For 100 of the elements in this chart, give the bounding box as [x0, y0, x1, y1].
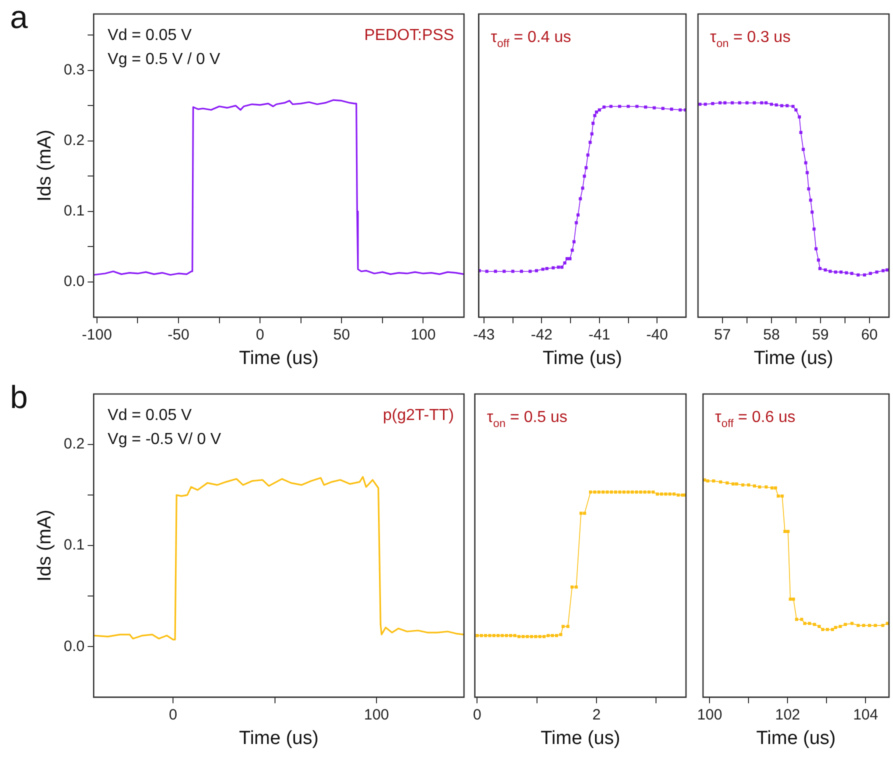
point [774, 486, 778, 490]
point [563, 261, 566, 264]
x-axis-title: Time (us) [540, 728, 620, 749]
point [504, 634, 508, 638]
point [881, 624, 884, 627]
point [502, 270, 506, 273]
point [597, 490, 600, 494]
text: p(g2T-TT) [382, 407, 454, 424]
point [792, 598, 796, 601]
point [552, 266, 555, 270]
point [609, 104, 613, 108]
point [868, 624, 872, 627]
point [570, 248, 574, 252]
point [770, 486, 774, 490]
chart-title: a [10, 0, 28, 35]
point [752, 484, 756, 488]
point [593, 490, 596, 494]
annotation: Vg = -0.5 V/ 0 V [108, 431, 222, 448]
point [618, 490, 622, 494]
point [480, 634, 483, 638]
point [812, 622, 816, 626]
x-tick-label: 60 [861, 326, 878, 344]
point [517, 635, 521, 638]
point [492, 634, 496, 638]
x-axis-title: Time (us) [756, 728, 836, 749]
point [856, 273, 860, 276]
point [634, 490, 638, 494]
point [807, 187, 810, 190]
point [818, 266, 822, 270]
point [566, 624, 570, 628]
point [668, 492, 672, 496]
point [534, 269, 538, 272]
point [574, 585, 578, 589]
point [591, 122, 595, 125]
point [664, 492, 668, 496]
point [670, 108, 674, 111]
point [594, 110, 598, 114]
point [704, 102, 707, 106]
point [834, 270, 838, 274]
point [598, 108, 601, 112]
point [588, 140, 592, 144]
point [476, 634, 479, 638]
x-tick-label: -41 [588, 326, 610, 344]
point [814, 247, 818, 250]
x-tick-label: 100 [697, 706, 722, 724]
point [795, 618, 798, 621]
chart-title: b [10, 379, 28, 415]
point [764, 101, 768, 104]
point [830, 628, 834, 632]
point [676, 494, 680, 497]
point [712, 479, 716, 482]
point [868, 272, 872, 276]
annotation: Vg = 0.5 V / 0 V [108, 51, 220, 68]
point [678, 108, 682, 112]
x-tick-label: -50 [168, 326, 190, 344]
text: PEDOT:PSS [364, 27, 454, 44]
point [602, 490, 605, 494]
point [786, 104, 789, 108]
point [800, 618, 804, 621]
point [542, 635, 546, 638]
point [809, 198, 812, 202]
x-axis-title: Time (us) [239, 348, 319, 369]
point [511, 270, 514, 273]
point [882, 269, 885, 272]
y-tick-label: 0.0 [64, 638, 85, 655]
point [584, 166, 588, 170]
point [647, 490, 651, 494]
point [752, 101, 756, 104]
point [556, 266, 560, 269]
y-tick-label: 0.1 [64, 536, 85, 554]
point [560, 266, 564, 269]
point [810, 210, 814, 214]
point [799, 130, 802, 134]
point [622, 490, 626, 494]
point [583, 512, 586, 515]
y-tick-label: 0.2 [64, 132, 85, 150]
x-tick-label: 0 [256, 326, 264, 344]
point [656, 492, 659, 496]
point [644, 106, 648, 109]
point [541, 268, 544, 271]
y-tick-label: 0.1 [64, 202, 85, 220]
point [885, 268, 889, 272]
point [562, 624, 565, 628]
point [850, 272, 854, 276]
point [875, 270, 878, 274]
point [776, 494, 780, 498]
point [803, 622, 806, 625]
point [661, 106, 664, 110]
point [574, 221, 578, 224]
point [786, 530, 790, 534]
point [488, 634, 492, 638]
point [741, 483, 744, 487]
point [824, 268, 827, 272]
x-axis-title: Time (us) [542, 348, 622, 369]
point [520, 270, 524, 273]
point [730, 101, 734, 104]
point [589, 490, 592, 494]
x-tick-label: 2 [592, 706, 601, 724]
point [582, 174, 586, 178]
point [783, 530, 786, 534]
